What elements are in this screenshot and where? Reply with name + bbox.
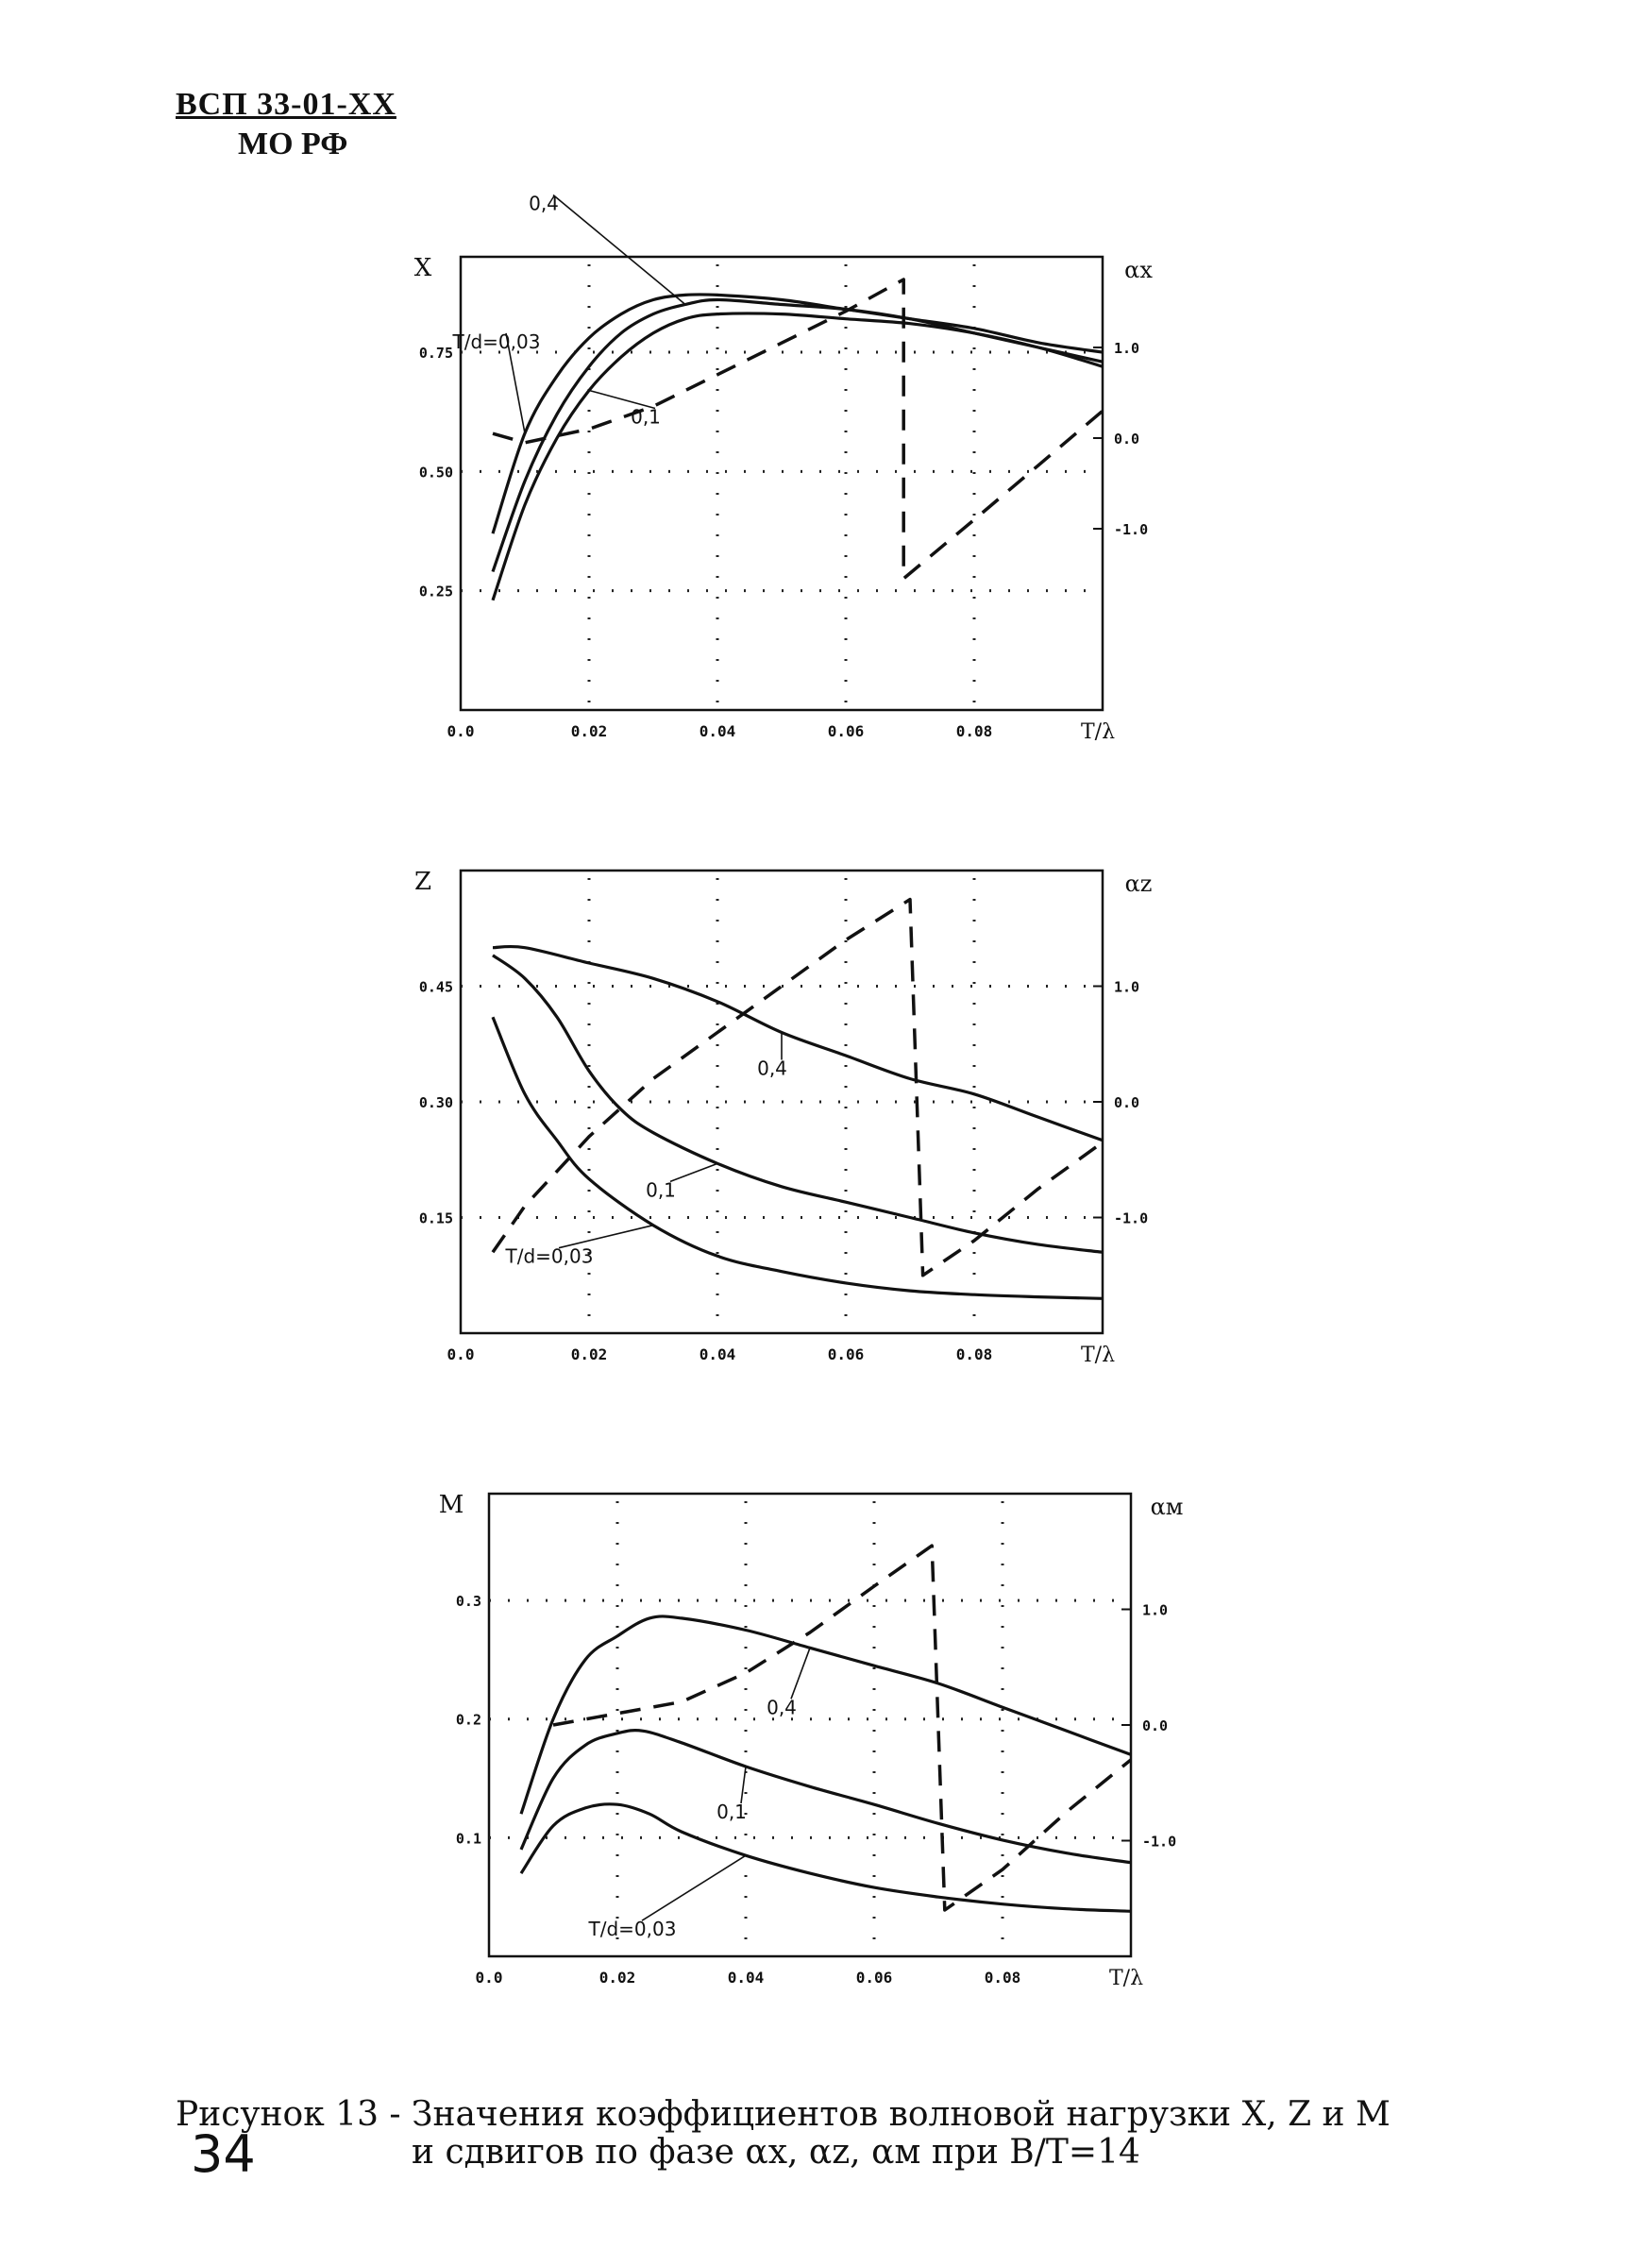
chart-m-coefficient: 0.0 0.02 0.04 0.06 0.08 T/λ 0.1 0.2 0.3 -1.0 0.0 1.… bbox=[439, 1491, 1184, 1990]
y-axis-label: X bbox=[414, 254, 432, 282]
y2-axis-label: αм bbox=[1151, 1494, 1184, 1520]
annotation-leader-line bbox=[505, 332, 526, 434]
curve-annotation-label: T/d=0,03 bbox=[452, 330, 541, 353]
curve-annotation-label: T/d=0,03 bbox=[505, 1245, 594, 1268]
annotation-leader-line bbox=[740, 1766, 747, 1804]
y2-tick-label: -1.0 bbox=[1114, 1210, 1148, 1227]
curve-annotation-label: 0,1 bbox=[646, 1178, 676, 1201]
curve-annotation-label: 0,4 bbox=[767, 1696, 797, 1718]
y-tick-label: 0.1 bbox=[456, 1830, 481, 1847]
caption-line-2: и сдвигов по фазе αx, αz, αм при B/T=14 bbox=[412, 2133, 1140, 2172]
y2-tick-label: 0.0 bbox=[1114, 1094, 1139, 1111]
document-organization: МО РФ bbox=[238, 127, 348, 161]
annotation-leader-line bbox=[790, 1648, 811, 1700]
x-axis-label: T/λ bbox=[1109, 1967, 1143, 1990]
x-tick-label: 0.0 bbox=[447, 1345, 475, 1363]
y-tick-label: 0.2 bbox=[456, 1712, 481, 1729]
y2-tick-label: -1.0 bbox=[1114, 521, 1148, 538]
y-tick-label: 0.45 bbox=[419, 979, 453, 996]
y2-tick-label: 1.0 bbox=[1114, 979, 1139, 996]
coefficient-series-line bbox=[519, 1615, 1132, 1815]
coefficient-series-line bbox=[491, 1016, 1104, 1300]
phase-shift-series-line bbox=[492, 278, 1104, 581]
coefficient-series-line bbox=[491, 293, 1104, 534]
x-tick-label: 0.08 bbox=[956, 722, 993, 740]
annotation-leader-line bbox=[558, 1224, 654, 1249]
x-tick-label: 0.06 bbox=[828, 722, 865, 740]
y-tick-label: 0.50 bbox=[419, 464, 453, 481]
y2-tick-label: 0.0 bbox=[1142, 1717, 1168, 1734]
curve-annotation-label: 0,1 bbox=[716, 1801, 747, 1823]
caption-line-1: Рисунок 13 - Значения коэффициентов волн… bbox=[176, 2095, 1391, 2134]
chart-x-coefficient: 0.0 0.02 0.04 0.06 0.08 T/λ 0.25 0.50 0.75 -1.0 0.… bbox=[414, 193, 1154, 744]
curve-annotation-label: 0,4 bbox=[529, 193, 559, 215]
y-axis-label: M bbox=[439, 1491, 464, 1519]
chart-z-coefficient: 0.0 0.02 0.04 0.06 0.08 T/λ 0.15 0.30 0.45 -1.0 0.… bbox=[414, 868, 1153, 1367]
x-axis-label: T/λ bbox=[1081, 1344, 1115, 1367]
y2-axis-label: αz bbox=[1125, 871, 1153, 897]
x-tick-label: 0.04 bbox=[728, 1969, 765, 1987]
coefficient-series-line bbox=[519, 1802, 1132, 1913]
y2-tick-label: 1.0 bbox=[1142, 1602, 1168, 1619]
annotation-leader-line bbox=[641, 1854, 747, 1921]
y-tick-label: 0.15 bbox=[419, 1210, 453, 1227]
figure-caption: Рисунок 13 - Значения коэффициентов волн… bbox=[176, 2096, 1478, 2172]
y-tick-label: 0.3 bbox=[456, 1593, 481, 1610]
x-tick-label: 0.06 bbox=[828, 1345, 865, 1363]
page-number: 34 bbox=[191, 2124, 256, 2184]
x-tick-label: 0.0 bbox=[447, 722, 475, 740]
x-tick-label: 0.02 bbox=[571, 722, 608, 740]
x-tick-label: 0.08 bbox=[985, 1969, 1021, 1987]
phase-shift-series-line bbox=[491, 897, 1104, 1277]
y-tick-label: 0.30 bbox=[419, 1094, 453, 1111]
y-tick-label: 0.25 bbox=[419, 583, 453, 600]
x-tick-label: 0.04 bbox=[700, 1345, 736, 1363]
document-code: ВСП 33-01-ХХ bbox=[176, 87, 396, 122]
plot-frame bbox=[487, 1492, 1133, 1958]
y2-tick-label: 0.0 bbox=[1114, 431, 1139, 448]
phase-shift-series-line bbox=[552, 1544, 1133, 1912]
annotation-leader-line bbox=[588, 389, 656, 410]
curve-annotation-label: 0,4 bbox=[757, 1057, 787, 1080]
y-axis-label: Z bbox=[414, 868, 431, 896]
x-tick-label: 0.0 bbox=[476, 1969, 503, 1987]
plot-frame bbox=[459, 255, 1104, 712]
y2-tick-label: -1.0 bbox=[1142, 1834, 1176, 1851]
annotation-leader-line bbox=[669, 1162, 718, 1183]
x-tick-label: 0.06 bbox=[856, 1969, 893, 1987]
document-header: ВСП 33-01-ХХ МО РФ bbox=[176, 87, 440, 162]
x-tick-label: 0.04 bbox=[700, 722, 736, 740]
x-axis-label: T/λ bbox=[1081, 720, 1115, 744]
y-tick-label: 0.75 bbox=[419, 345, 453, 362]
y2-axis-label: αx bbox=[1124, 257, 1153, 283]
coefficient-series-line bbox=[519, 1729, 1132, 1865]
annotation-leader-line bbox=[552, 194, 686, 306]
y2-tick-label: 1.0 bbox=[1114, 340, 1139, 357]
x-tick-label: 0.02 bbox=[599, 1969, 636, 1987]
x-tick-label: 0.08 bbox=[956, 1345, 993, 1363]
x-tick-label: 0.02 bbox=[571, 1345, 608, 1363]
coefficient-series-line bbox=[492, 954, 1104, 1254]
curve-annotation-label: 0,1 bbox=[631, 405, 661, 428]
curve-annotation-label: T/d=0,03 bbox=[588, 1918, 677, 1940]
coefficient-series-line bbox=[491, 312, 1104, 601]
